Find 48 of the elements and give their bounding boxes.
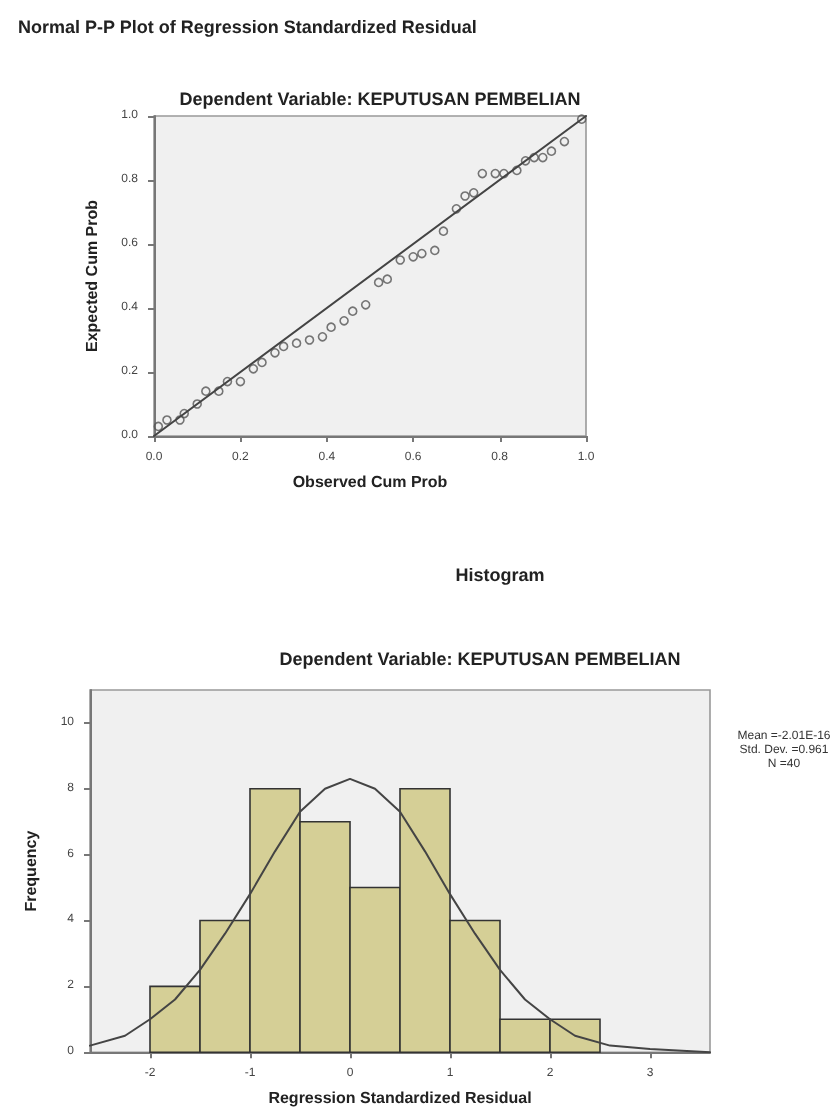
- point: [520, 156, 531, 166]
- point: [477, 168, 488, 179]
- point: [430, 245, 440, 256]
- y-axis-title: Frequency: [21, 829, 40, 912]
- point: [270, 348, 280, 358]
- point: [339, 316, 349, 326]
- point: [576, 114, 587, 124]
- chart-subtitle: Dependent Variable: KEPUTUSAN PEMBELIAN: [179, 89, 581, 109]
- point: [546, 146, 557, 156]
- point: [222, 376, 233, 387]
- point: [451, 204, 462, 214]
- point: [175, 415, 185, 425]
- point: [468, 188, 479, 198]
- point: [559, 136, 570, 147]
- point: [512, 165, 522, 176]
- y-axis-title: Expected Cum Prob: [82, 199, 101, 353]
- point: [529, 152, 539, 163]
- point: [373, 277, 384, 288]
- chart-title: Normal P-P Plot of Regression Standardized Residual: [18, 17, 477, 37]
- point: [326, 322, 336, 332]
- point: [153, 421, 164, 432]
- point: [408, 252, 418, 262]
- point: [490, 168, 501, 179]
- x-axis-title: Observed Cum Prob: [292, 472, 448, 491]
- chart-title: Histogram: [455, 565, 545, 585]
- point: [257, 357, 267, 368]
- point: [317, 332, 328, 342]
- point: [347, 306, 358, 316]
- point: [460, 191, 470, 201]
- point: [382, 274, 393, 284]
- point: [291, 338, 302, 348]
- point: [248, 364, 259, 374]
- point: [192, 399, 202, 409]
- chart-subtitle: Dependent Variable: KEPUTUSAN PEMBELIAN: [279, 649, 681, 669]
- x-axis-title: Regression Standardized Residual: [268, 1089, 532, 1107]
- point: [438, 226, 449, 236]
- point: [278, 341, 289, 352]
- point: [395, 255, 406, 265]
- point: [538, 152, 548, 163]
- point: [360, 300, 371, 310]
- point: [201, 386, 211, 396]
- point: [162, 415, 172, 425]
- point: [499, 168, 509, 179]
- point: [304, 335, 315, 345]
- point: [214, 386, 224, 396]
- point: [417, 248, 427, 259]
- point: [235, 376, 246, 387]
- point: [179, 408, 190, 419]
